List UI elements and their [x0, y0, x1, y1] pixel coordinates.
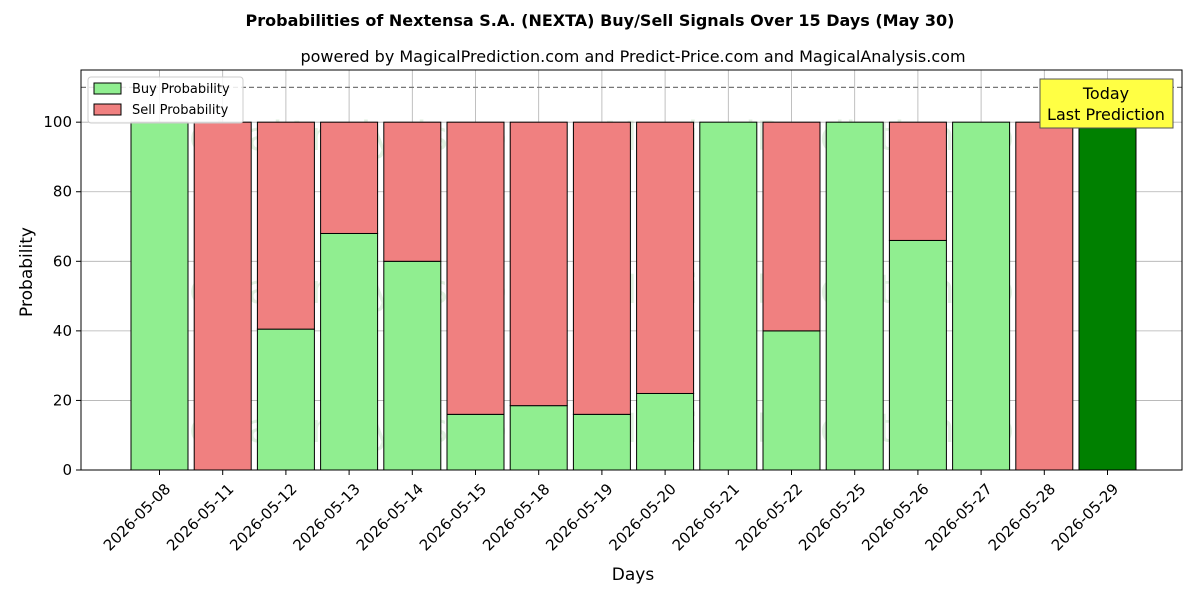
x-axis: 2026-05-082026-05-112026-05-122026-05-13…	[100, 470, 1122, 554]
today-box	[1039, 78, 1174, 129]
buy-bar	[383, 260, 442, 471]
sell-bar	[193, 121, 252, 471]
x-tick-label: 2026-05-29	[1048, 480, 1122, 554]
buy-bar	[509, 405, 568, 471]
y-axis-label: Probability	[17, 227, 37, 317]
buy-bar	[446, 413, 505, 471]
y-tick-label: 80	[53, 183, 72, 201]
legend-swatch	[93, 82, 122, 95]
buy-bar	[572, 413, 631, 471]
buy-bar	[130, 121, 189, 471]
x-tick-label: 2026-05-08	[100, 480, 174, 554]
today-label: Last Prediction	[1047, 105, 1165, 124]
y-tick-label: 40	[53, 322, 72, 340]
chart-title: Probabilities of Nextensa S.A. (NEXTA) B…	[246, 11, 955, 30]
legend-label: Buy Probability	[132, 82, 230, 97]
y-tick-label: 20	[53, 391, 72, 409]
sell-bar	[572, 121, 631, 415]
x-tick-label: 2026-05-27	[921, 480, 995, 554]
sell-bar	[888, 121, 947, 241]
sell-bar	[320, 121, 379, 234]
y-tick-label: 0	[62, 461, 72, 479]
x-tick-label: 2026-05-21	[669, 480, 743, 554]
legend-label: Sell Probability	[132, 103, 229, 118]
buy-bar	[636, 392, 695, 471]
y-axis: 0 20 40 60 80 100	[43, 113, 81, 479]
plot-frame	[80, 69, 1183, 471]
x-tick-label: 2026-05-13	[289, 480, 363, 554]
x-tick-label: 2026-05-11	[163, 480, 237, 554]
legend-swatch	[93, 103, 122, 116]
y-tick-label: 100	[43, 113, 72, 131]
x-tick-label: 2026-05-22	[732, 480, 806, 554]
x-tick-label: 2026-05-25	[795, 480, 869, 554]
today-annotation: Today Last Prediction	[1039, 78, 1174, 129]
x-tick-label: 2026-05-15	[416, 480, 490, 554]
buy-bar	[888, 239, 947, 471]
legend-box	[87, 76, 244, 124]
x-tick-label: 2026-05-14	[353, 480, 427, 554]
x-tick-label: 2026-05-26	[858, 480, 932, 554]
buy-bar	[762, 330, 821, 471]
x-axis-label: Days	[612, 565, 655, 585]
sell-bar	[446, 121, 505, 415]
buy-bar	[825, 121, 884, 471]
legend: Buy Probability Sell Probability	[87, 76, 244, 124]
buy-bar	[952, 121, 1011, 471]
x-tick-label: 2026-05-28	[985, 480, 1059, 554]
buy-bar	[699, 121, 758, 471]
x-tick-label: 2026-05-18	[479, 480, 553, 554]
x-tick-label: 2026-05-20	[605, 480, 679, 554]
sell-bar	[383, 121, 442, 262]
buy-bar	[1078, 121, 1137, 471]
x-tick-label: 2026-05-12	[226, 480, 300, 554]
sell-bar	[636, 121, 695, 394]
y-tick-label: 60	[53, 252, 72, 270]
bars-layer	[130, 121, 1137, 471]
sell-bar	[762, 121, 821, 332]
sell-bar	[509, 121, 568, 407]
buy-bar	[256, 328, 315, 471]
sell-bar	[256, 121, 315, 330]
x-tick-label: 2026-05-19	[542, 480, 616, 554]
today-label: Today	[1082, 84, 1129, 103]
buy-bar	[320, 232, 379, 471]
chart-subtitle: powered by MagicalPrediction.com and Pre…	[300, 47, 965, 66]
sell-bar	[1015, 121, 1074, 471]
